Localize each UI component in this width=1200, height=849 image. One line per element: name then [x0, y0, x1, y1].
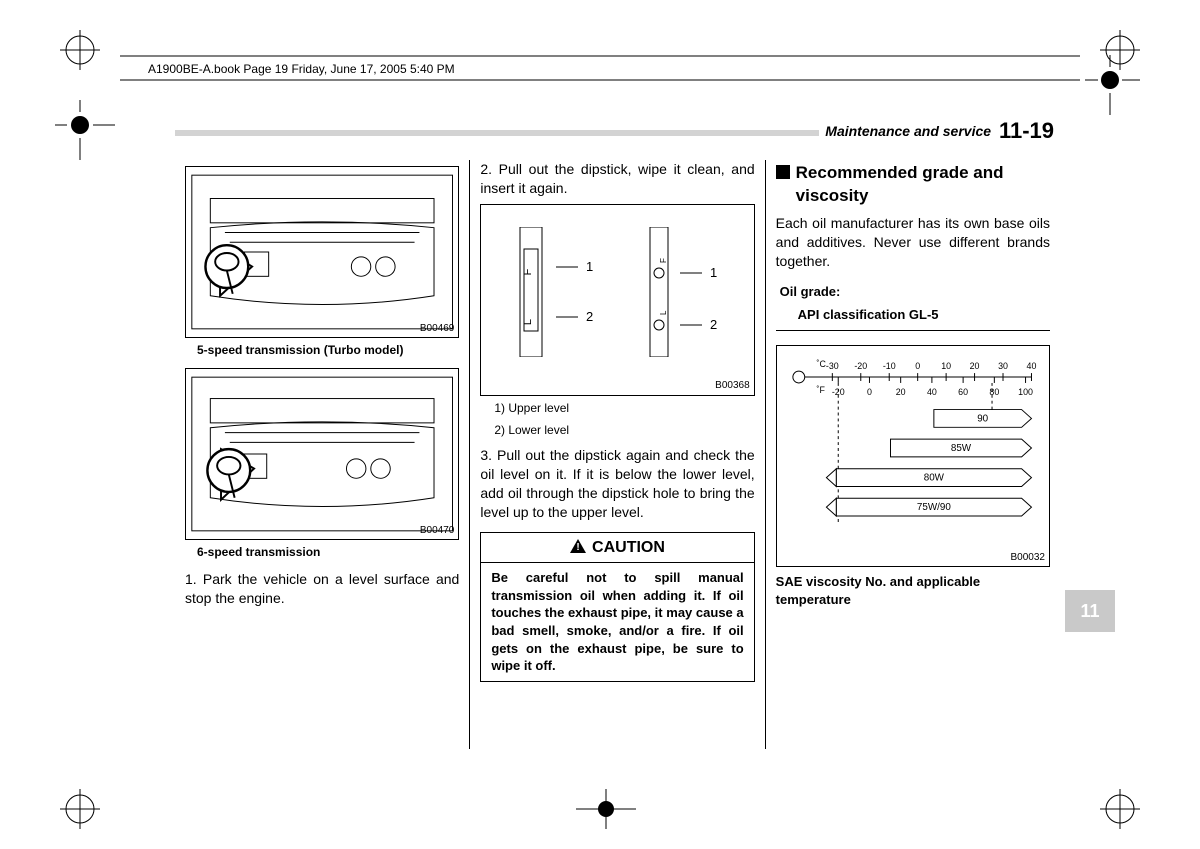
oil-grade-box: Oil grade: API classification GL-5 [776, 279, 1050, 331]
svg-text:-20: -20 [854, 361, 867, 371]
svg-text:75W/90: 75W/90 [917, 502, 951, 513]
svg-text:0: 0 [915, 361, 920, 371]
warning-icon [570, 539, 586, 553]
chart-caption: SAE viscosity No. and applicable tempera… [776, 573, 1050, 608]
svg-text:100: 100 [1018, 386, 1033, 396]
svg-text:20: 20 [969, 361, 979, 371]
chapter-tab: 11 [1065, 590, 1115, 632]
figure-engine-6spd: B00470 [185, 368, 459, 540]
svg-text:F: F [659, 258, 668, 263]
svg-text:-10: -10 [882, 361, 895, 371]
svg-text:20: 20 [895, 386, 905, 396]
oil-grade-value: API classification GL-5 [798, 306, 1050, 324]
column-3: Recommended grade and viscosity Each oil… [765, 160, 1060, 749]
svg-text:40: 40 [927, 386, 937, 396]
reg-mark-left [55, 100, 115, 160]
svg-text:2: 2 [710, 317, 717, 332]
svg-text:40: 40 [1026, 361, 1036, 371]
figure-dipstick: F L 1 2 [480, 204, 754, 396]
book-header: A1900BE-A.book Page 19 Friday, June 17, … [148, 62, 455, 76]
svg-text:10: 10 [941, 361, 951, 371]
column-2: 2. Pull out the dipstick, wipe it clean,… [469, 160, 764, 749]
oil-grade-label: Oil grade: [780, 284, 841, 299]
step-1: 1. Park the vehicle on a level surface a… [185, 570, 459, 608]
dipstick-dots: F L 1 2 [646, 227, 720, 357]
svg-text:80: 80 [989, 386, 999, 396]
svg-text:F: F [522, 268, 534, 275]
crop-mark-bl [60, 779, 110, 829]
square-bullet-icon [776, 165, 790, 179]
legend-2: 2) Lower level [494, 422, 754, 438]
figure-code: B00032 [1011, 551, 1045, 565]
crop-mark-br [1090, 779, 1140, 829]
page-number: 11-19 [999, 118, 1054, 143]
svg-text:1: 1 [710, 265, 717, 280]
section-header: Maintenance and service 11-19 [819, 118, 1060, 144]
svg-text:85W: 85W [951, 443, 972, 454]
section-title: Maintenance and service [825, 123, 991, 139]
heading-text: Recommended grade and viscosity [796, 162, 1050, 208]
caution-box: CAUTION Be careful not to spill manual t… [480, 532, 754, 682]
heading-recommended: Recommended grade and viscosity [776, 162, 1050, 208]
svg-text:30: 30 [998, 361, 1008, 371]
figure-caption-1: 5-speed transmission (Turbo model) [197, 342, 459, 358]
figure-engine-5spd: B00469 [185, 166, 459, 338]
figure-code: B00368 [715, 379, 749, 393]
viscosity-chart: ˚C-30-20-10010203040˚F-20020406080100908… [776, 345, 1050, 568]
legend-1: 1) Upper level [494, 400, 754, 416]
figure-caption-2: 6-speed transmission [197, 544, 459, 560]
svg-text:-30: -30 [826, 361, 839, 371]
crop-mark-bm [576, 779, 636, 829]
svg-text:0: 0 [867, 386, 872, 396]
figure-code: B00470 [420, 524, 454, 538]
svg-text:80W: 80W [923, 472, 944, 483]
caution-title: CAUTION [592, 539, 665, 556]
step-3: 3. Pull out the dipstick again and check… [480, 446, 754, 522]
step-2: 2. Pull out the dipstick, wipe it clean,… [480, 160, 754, 198]
svg-text:L: L [659, 310, 668, 315]
svg-text:60: 60 [958, 386, 968, 396]
column-1: B00469 5-speed transmission (Turbo model… [175, 160, 469, 749]
figure-code: B00469 [420, 322, 454, 336]
reg-mark-right [1080, 55, 1140, 115]
caution-heading: CAUTION [481, 533, 753, 564]
svg-text:L: L [522, 319, 534, 325]
intro-text: Each oil manufacturer has its own base o… [776, 214, 1050, 271]
svg-text:90: 90 [977, 413, 988, 424]
dipstick-LF: F L 1 2 [514, 227, 596, 357]
caution-body: Be careful not to spill manual transmiss… [481, 563, 753, 680]
crop-mark-tl [60, 30, 110, 80]
svg-text:1: 1 [586, 259, 593, 274]
svg-text:2: 2 [586, 309, 593, 324]
svg-text:˚F: ˚F [816, 384, 825, 394]
